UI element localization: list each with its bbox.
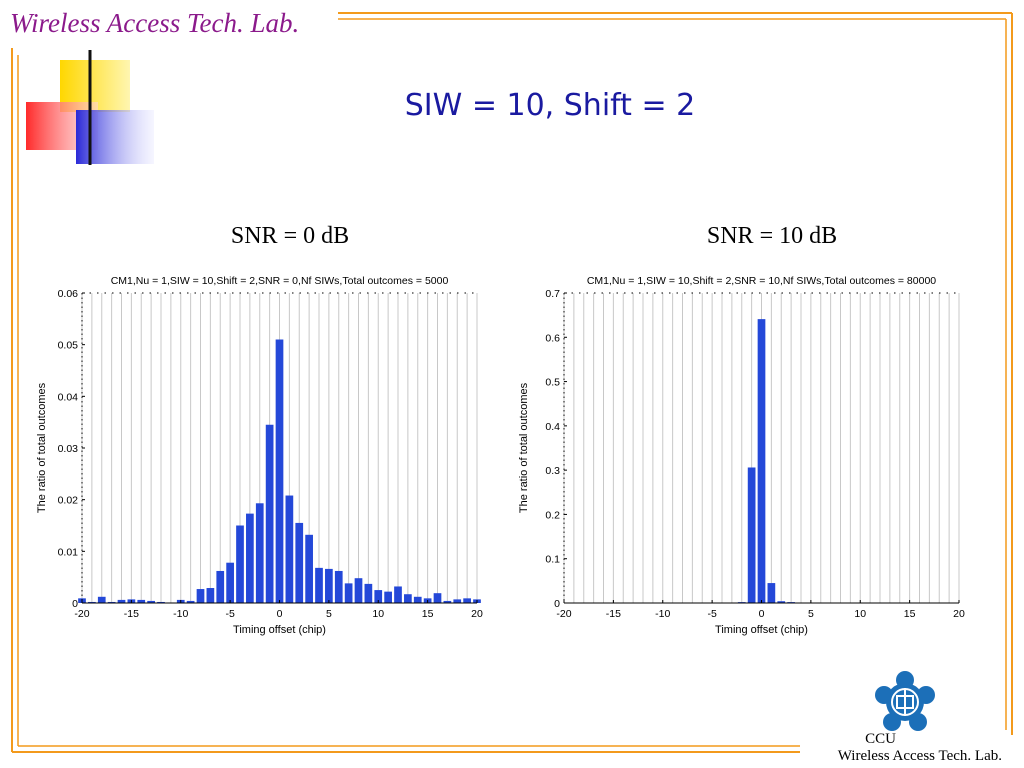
frame-left-lines [11, 48, 19, 752]
frame-top-lines [338, 12, 1012, 20]
y-tick-label: 0.4 [545, 421, 560, 433]
y-tick-label: 0.04 [58, 391, 79, 403]
bar [767, 583, 776, 603]
bar [216, 570, 225, 603]
y-tick-label: 0.01 [58, 546, 79, 558]
bar [137, 599, 146, 603]
x-tick-label: 5 [808, 608, 814, 620]
x-axis-label: Timing offset (chip) [715, 624, 808, 636]
bar [394, 586, 402, 603]
ccu-emblem-icon [875, 671, 935, 731]
x-tick-label: -10 [173, 608, 188, 620]
x-tick-label: -15 [606, 608, 621, 620]
y-tick-label: 0.2 [545, 509, 560, 521]
x-tick-label: 10 [854, 608, 866, 620]
bar [334, 570, 343, 603]
histogram-chart-snr-0: CM1,Nu = 1,SIW = 10,Shift = 2,SNR = 0,Nf… [36, 275, 483, 636]
bar [433, 593, 442, 603]
bar [275, 339, 284, 603]
x-tick-label: 15 [904, 608, 916, 620]
bar [463, 598, 471, 603]
bar [747, 467, 756, 603]
bar [364, 583, 373, 603]
bar [265, 424, 274, 603]
footer-logo-label: CCU [865, 731, 896, 747]
x-tick-label: 20 [953, 608, 965, 620]
x-tick-label: 5 [326, 608, 332, 620]
bar [88, 601, 96, 603]
bar [325, 568, 333, 603]
bar [186, 600, 195, 603]
bar [117, 599, 126, 603]
histogram-chart-snr-10: CM1,Nu = 1,SIW = 10,Shift = 2,SNR = 10,N… [518, 275, 965, 636]
x-axis-label: Timing offset (chip) [233, 624, 326, 636]
x-tick-label: 20 [471, 608, 483, 620]
slide-title: SIW = 10, Shift = 2 [404, 88, 696, 123]
chart-heading-left: SNR = 0 dB [230, 223, 350, 249]
x-tick-label: 0 [277, 608, 283, 620]
y-tick-label: 0.5 [545, 377, 560, 389]
x-tick-label: -15 [124, 608, 139, 620]
header-lab-name: Wireless Access Tech. Lab. [10, 8, 300, 38]
y-tick-label: 0.6 [545, 332, 560, 344]
chart-title: CM1,Nu = 1,SIW = 10,Shift = 2,SNR = 10,N… [587, 275, 936, 287]
x-tick-label: -5 [707, 608, 716, 620]
bar [384, 591, 392, 603]
bar [344, 583, 353, 603]
bar [196, 589, 205, 603]
bar [757, 319, 766, 603]
x-tick-label: -20 [556, 608, 571, 620]
bar [305, 534, 313, 603]
bar [107, 601, 116, 603]
y-tick-label: 0 [554, 598, 560, 610]
y-tick-label: 0.02 [58, 495, 79, 507]
bar [443, 600, 452, 603]
footer-lab-name: Wireless Access Tech. Lab. [837, 748, 1002, 764]
bar [453, 599, 462, 603]
bar [413, 596, 422, 603]
bar [236, 525, 244, 603]
bar [285, 495, 294, 603]
x-tick-label: 15 [422, 608, 434, 620]
bar [404, 594, 412, 603]
chart-title: CM1,Nu = 1,SIW = 10,Shift = 2,SNR = 0,Nf… [111, 275, 449, 287]
y-tick-label: 0.3 [545, 465, 560, 477]
x-tick-label: 0 [759, 608, 765, 620]
x-tick-label: -20 [74, 608, 89, 620]
bar [157, 601, 165, 603]
bar [315, 567, 323, 603]
frame-bottom-lines [12, 745, 800, 753]
bar [226, 562, 234, 603]
y-tick-label: 0.05 [58, 340, 79, 352]
bar [255, 503, 264, 603]
bar [246, 513, 254, 603]
frame-right-lines [1005, 13, 1013, 735]
bar [97, 596, 106, 603]
bar [206, 588, 215, 603]
bar [777, 601, 786, 603]
x-tick-label: -10 [655, 608, 670, 620]
chart-heading-right: SNR = 10 dB [706, 223, 838, 249]
bar [295, 522, 304, 603]
y-axis-label: The ratio of total outcomes [518, 382, 530, 513]
y-tick-label: 0.06 [58, 288, 79, 300]
y-tick-label: 0.03 [58, 443, 79, 455]
x-tick-label: -5 [225, 608, 234, 620]
x-tick-label: 10 [372, 608, 384, 620]
y-tick-label: 0.1 [545, 554, 560, 566]
bar [147, 600, 155, 603]
bar [354, 578, 363, 603]
y-tick-label: 0.7 [545, 288, 560, 300]
decorative-squares [26, 50, 990, 165]
bar [374, 590, 383, 603]
y-axis-label: The ratio of total outcomes [36, 382, 48, 513]
y-tick-label: 0 [72, 598, 78, 610]
